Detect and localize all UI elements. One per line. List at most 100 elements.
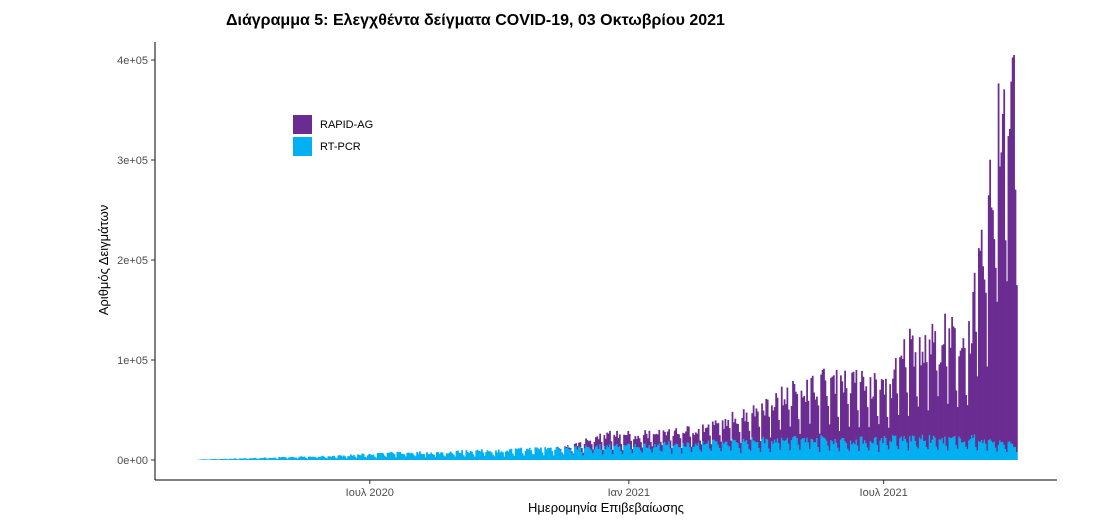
bar-rapid-ag [894,358,897,436]
bar-rapid-ag [744,421,747,442]
bar-rt-pcr [900,436,903,460]
bar-rt-pcr [935,446,938,460]
bar-rapid-ag [690,446,693,453]
bar-rt-pcr [347,456,349,460]
bar-rt-pcr [744,441,747,460]
bar-rt-pcr [952,436,955,460]
bar-rt-pcr [324,457,327,460]
bar-rt-pcr [582,455,585,460]
bar-rapid-ag [907,415,910,451]
bar-rapid-ag [851,372,854,445]
bar-rapid-ag [875,379,877,437]
bar-rapid-ag [649,442,652,450]
bar-rt-pcr [292,456,295,460]
bar-rapid-ag [617,438,620,448]
bar-rt-pcr [861,436,863,460]
y-tick-label: 2e+05 [117,255,148,267]
bar-rt-pcr [880,438,883,460]
bar-rt-pcr [842,438,845,460]
bar-rt-pcr [825,440,828,460]
bar-rapid-ag [610,441,613,450]
bar-rapid-ag [618,434,621,447]
bar-rt-pcr [699,449,701,460]
bar-rt-pcr [828,450,831,460]
bar-rapid-ag [883,394,886,437]
bar-rt-pcr [320,456,323,460]
bar-rapid-ag [896,393,899,447]
bar-rapid-ag [890,398,893,443]
bar-rapid-ag [817,405,820,447]
bar-rt-pcr [789,450,792,460]
bar-rt-pcr [480,449,483,460]
bar-rt-pcr [866,447,869,460]
bar-rapid-ag [626,435,628,446]
bar-rapid-ag [664,431,666,442]
bar-rt-pcr [271,458,273,460]
bar-rt-pcr [580,452,583,460]
bar-rapid-ag [696,433,699,446]
bar-rt-pcr [520,447,523,460]
bar-rt-pcr [295,457,297,460]
bar-rt-pcr [288,457,290,460]
bar-rt-pcr [990,440,993,460]
bar-rapid-ag [703,432,706,445]
bar-rt-pcr [662,443,665,460]
bar-rt-pcr [1008,441,1011,460]
bar-rapid-ag [668,429,670,442]
bar-rapid-ag [802,397,804,439]
bar-rt-pcr [421,454,424,460]
bar-rt-pcr [297,457,300,460]
bar-rt-pcr [668,441,670,460]
bar-rt-pcr [959,438,962,460]
bar-rt-pcr [721,441,724,460]
bar-rapid-ag [596,436,599,446]
bar-rt-pcr [431,453,434,460]
bar-rt-pcr [620,451,623,460]
bar-rt-pcr [758,448,761,460]
bar-rt-pcr [252,458,255,460]
bar-rt-pcr [226,459,228,460]
bar-rapid-ag [564,446,566,448]
bar-rapid-ag [665,435,668,446]
bar-rt-pcr [966,449,969,460]
bar-rt-pcr [333,455,335,460]
bar-rapid-ag [859,382,862,437]
bar-rt-pcr [214,459,217,460]
bar-rapid-ag [892,378,894,436]
bar-rapid-ag [687,426,690,443]
bar-rapid-ag [1014,189,1017,447]
bar-rt-pcr [254,457,257,460]
bar-rt-pcr [390,451,393,460]
bar-rt-pcr [507,451,510,460]
bar-rapid-ag [831,376,834,442]
bar-rt-pcr [820,435,823,460]
bar-rt-pcr [692,447,694,460]
bar-rt-pcr [440,452,442,460]
bar-rapid-ag [800,390,803,440]
bar-rt-pcr [734,440,737,460]
bar-rapid-ag [1000,152,1003,443]
bar-rapid-ag [641,447,644,453]
bar-rapid-ag [968,321,970,441]
bar-rt-pcr [542,455,545,460]
bar-rapid-ag [1006,281,1008,453]
bar-rapid-ag [989,159,992,440]
bar-rt-pcr [234,458,237,460]
bar-rapid-ag [797,419,800,445]
bar-rt-pcr [931,439,934,460]
bar-rt-pcr [821,436,824,460]
bar-rapid-ag [845,388,848,444]
bar-rt-pcr [326,458,328,460]
bar-rt-pcr [469,451,472,460]
bar-rapid-ag [949,347,952,439]
bar-rapid-ag [787,409,790,444]
bar-rt-pcr [540,447,542,460]
bar-rapid-ag [920,365,923,440]
bar-rapid-ag [766,399,769,440]
bar-rt-pcr [647,447,649,460]
bar-rapid-ag [748,430,751,450]
legend-swatch [293,115,312,134]
bar-rapid-ag [700,444,703,452]
bar-rapid-ag [607,433,610,448]
bar-rt-pcr [872,443,875,460]
